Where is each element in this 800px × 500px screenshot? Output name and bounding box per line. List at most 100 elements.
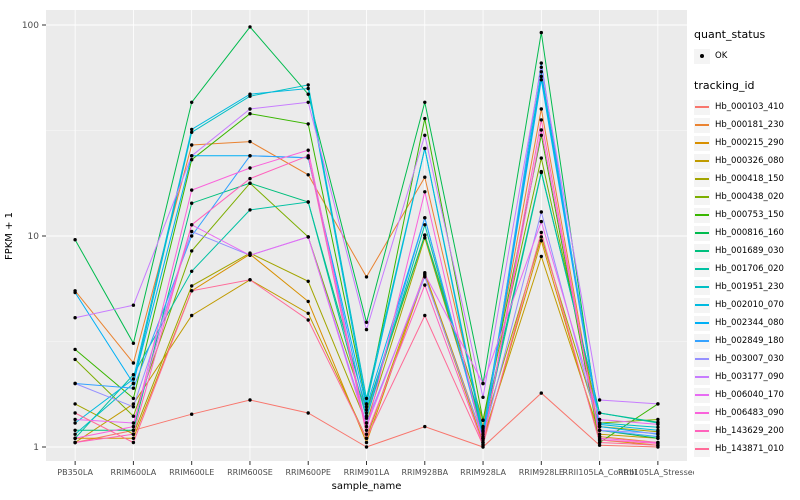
data-point: [131, 432, 136, 436]
legend-title-quant-status: quant_status: [694, 28, 766, 41]
data-point: [131, 361, 136, 365]
data-point: [364, 436, 369, 440]
legend-item-label: Hb_002849_180: [715, 336, 784, 346]
data-point: [248, 253, 252, 257]
line-swatch-icon: [694, 441, 710, 457]
legend-item-tracking-id: Hb_000438_020: [694, 188, 798, 206]
data-point: [306, 279, 310, 283]
data-point: [423, 223, 427, 227]
y-tick-label: 10: [28, 232, 40, 242]
data-point: [306, 299, 310, 304]
data-point: [248, 166, 252, 170]
data-point: [248, 278, 252, 282]
line-swatch-icon: [694, 297, 710, 313]
line-swatch-icon: [694, 189, 710, 205]
data-point: [73, 347, 77, 352]
line-swatch-icon: [694, 243, 710, 259]
data-point: [656, 422, 660, 427]
data-point: [597, 443, 602, 447]
legend-item-label: Hb_000438_020: [715, 192, 784, 202]
data-point: [248, 107, 252, 111]
legend-item-tracking-id: Hb_143629_200: [694, 422, 798, 440]
data-point: [131, 303, 136, 307]
data-point: [656, 434, 660, 439]
x-tick-label: RRII105LA_Stressed: [618, 468, 694, 477]
data-point: [248, 154, 252, 158]
y-axis-title: FPKM + 1: [4, 212, 15, 260]
legend-item-tracking-id: Hb_006483_090: [694, 404, 798, 422]
data-point: [364, 414, 369, 418]
data-point: [423, 236, 427, 240]
x-tick-label: RRIM600PE: [285, 468, 331, 477]
data-point: [539, 107, 543, 111]
data-point: [423, 116, 427, 121]
legend-item-label: Hb_000816_160: [715, 228, 784, 238]
data-point: [248, 112, 252, 116]
legend-item-label: Hb_003177_090: [715, 372, 784, 382]
legend-item-tracking-id: Hb_000816_160: [694, 224, 798, 242]
data-point: [190, 249, 194, 253]
line-swatch-icon: [694, 405, 710, 421]
data-point: [423, 146, 427, 151]
data-point: [656, 443, 660, 447]
legend-item-label: Hb_006040_170: [715, 390, 784, 400]
data-point: [73, 290, 77, 295]
data-point: [248, 92, 252, 96]
tracking-id-items: Hb_000103_410 Hb_000181_230 Hb_000215_290 H…: [694, 98, 798, 458]
data-point: [190, 130, 194, 134]
data-point: [131, 428, 136, 432]
data-point: [481, 418, 485, 422]
legend-item-tracking-id: Hb_000181_230: [694, 116, 798, 134]
data-point: [539, 74, 543, 79]
data-point: [131, 414, 136, 418]
data-point: [73, 357, 77, 362]
x-tick-label: RRIM928LA: [460, 468, 506, 477]
legend-item-tracking-id: Hb_000215_290: [694, 134, 798, 152]
data-point: [481, 443, 485, 447]
data-point: [306, 154, 310, 158]
data-point: [131, 381, 136, 386]
data-point: [539, 70, 543, 74]
legend-item-tracking-id: Hb_001689_030: [694, 242, 798, 260]
legend-item-tracking-id: Hb_000326_080: [694, 152, 798, 170]
data-point: [539, 210, 543, 214]
data-point: [306, 86, 310, 91]
x-tick-label: RRIM600LE: [169, 468, 214, 477]
data-point: [364, 408, 369, 412]
legend-item-label: Hb_000418_150: [715, 174, 784, 184]
data-point: [248, 208, 252, 212]
data-point: [597, 398, 602, 402]
x-tick-label: PB350LA: [57, 468, 93, 477]
data-point: [364, 275, 369, 279]
line-swatch-icon: [694, 153, 710, 169]
data-point: [539, 133, 543, 137]
data-point: [539, 61, 543, 65]
data-point: [131, 377, 136, 381]
data-point: [423, 233, 427, 237]
line-swatch-icon: [694, 315, 710, 331]
data-point: [73, 436, 77, 440]
legend-item-tracking-id: Hb_000103_410: [694, 98, 798, 116]
legend-item-label: Hb_000103_410: [715, 102, 784, 112]
data-point: [73, 428, 77, 432]
data-point: [73, 238, 77, 242]
data-point: [248, 398, 252, 402]
data-point: [364, 428, 369, 432]
data-point: [190, 188, 194, 192]
data-point: [656, 425, 660, 429]
plot-panel: 1 10 100 PB350LA RRIM600LA RRIM600LE RRIM600SE…: [4, 10, 694, 492]
data-point: [131, 421, 136, 425]
data-point: [131, 440, 136, 445]
data-point: [190, 234, 194, 238]
data-point: [190, 127, 194, 132]
data-point: [364, 402, 369, 406]
line-swatch-icon: [694, 387, 710, 403]
legend-item-label: Hb_000215_290: [715, 138, 784, 148]
legend-item-label: Hb_143871_010: [715, 444, 784, 454]
legend-item-label: Hb_001951_230: [715, 282, 784, 292]
line-swatch-icon: [694, 207, 710, 223]
legend-item-quant-status: OK: [694, 47, 798, 65]
line-swatch-icon: [694, 351, 710, 367]
data-point: [539, 78, 543, 82]
